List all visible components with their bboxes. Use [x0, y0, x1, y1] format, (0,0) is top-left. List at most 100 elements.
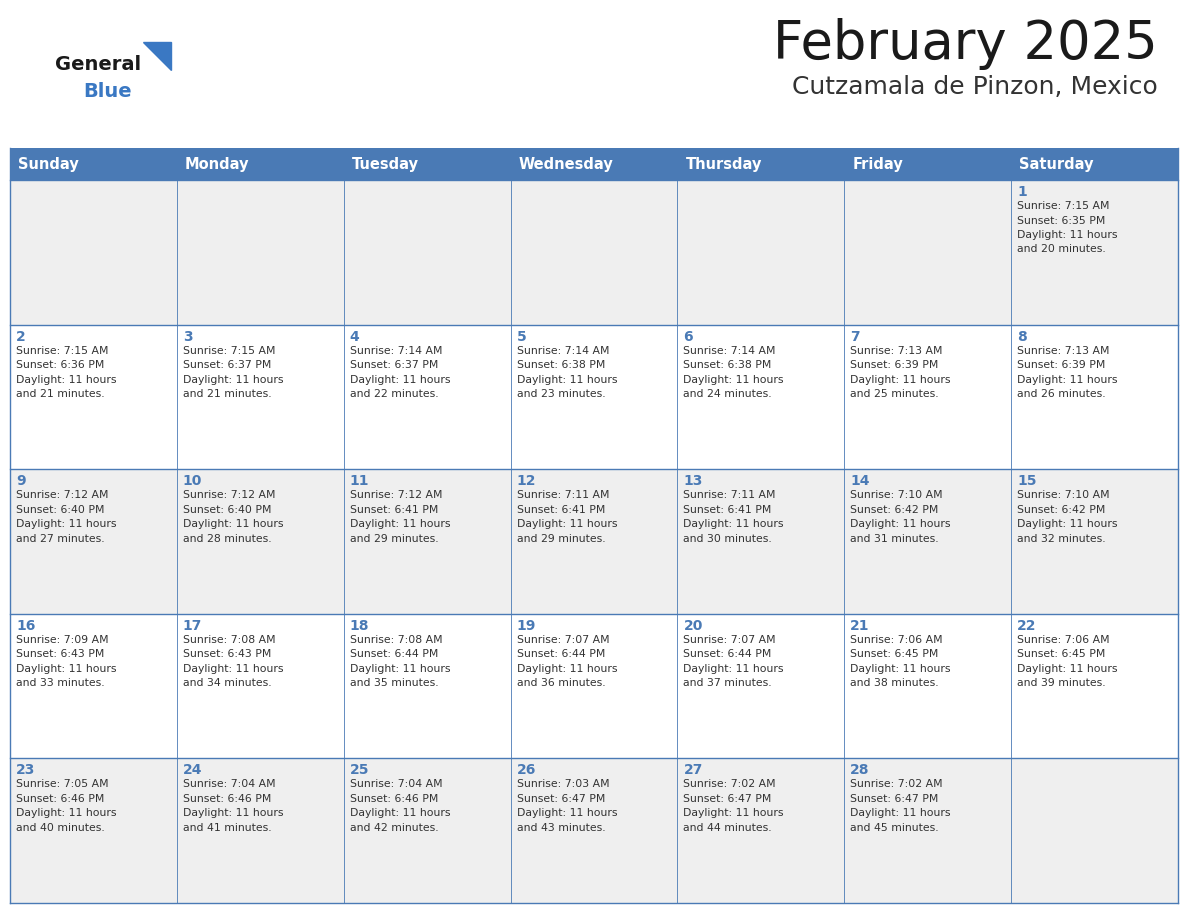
Text: Daylight: 11 hours: Daylight: 11 hours [517, 664, 617, 674]
Text: Daylight: 11 hours: Daylight: 11 hours [1017, 230, 1118, 240]
Text: Daylight: 11 hours: Daylight: 11 hours [15, 809, 116, 819]
Text: Sunrise: 7:15 AM: Sunrise: 7:15 AM [183, 345, 276, 355]
Text: and 32 minutes.: and 32 minutes. [1017, 533, 1106, 543]
Text: Sunset: 6:39 PM: Sunset: 6:39 PM [1017, 360, 1106, 370]
Bar [845, 614, 1011, 758]
Text: Sunrise: 7:02 AM: Sunrise: 7:02 AM [851, 779, 943, 789]
Text: Daylight: 11 hours: Daylight: 11 hours [349, 520, 450, 529]
Text: Sunset: 6:36 PM: Sunset: 6:36 PM [15, 360, 105, 370]
Bar [677, 148, 845, 180]
Text: Sunset: 6:47 PM: Sunset: 6:47 PM [517, 794, 605, 804]
Text: 23: 23 [15, 764, 36, 778]
Text: Tuesday: Tuesday [352, 156, 418, 172]
Bar [845, 180, 1011, 325]
Text: and 38 minutes.: and 38 minutes. [851, 678, 939, 688]
Text: and 21 minutes.: and 21 minutes. [183, 389, 272, 399]
Text: 24: 24 [183, 764, 202, 778]
Bar [845, 758, 1011, 903]
Bar [1011, 325, 1178, 469]
Text: Sunrise: 7:13 AM: Sunrise: 7:13 AM [851, 345, 943, 355]
Bar [343, 325, 511, 469]
Bar [1011, 148, 1178, 180]
Text: Sunrise: 7:14 AM: Sunrise: 7:14 AM [349, 345, 442, 355]
Text: Sunrise: 7:02 AM: Sunrise: 7:02 AM [683, 779, 776, 789]
Bar [177, 758, 343, 903]
Text: and 20 minutes.: and 20 minutes. [1017, 244, 1106, 254]
Text: and 40 minutes.: and 40 minutes. [15, 823, 105, 833]
Text: Sunrise: 7:15 AM: Sunrise: 7:15 AM [1017, 201, 1110, 211]
Text: 1: 1 [1017, 185, 1026, 199]
Text: 7: 7 [851, 330, 860, 343]
Text: Daylight: 11 hours: Daylight: 11 hours [1017, 375, 1118, 385]
Bar [343, 180, 511, 325]
Text: Sunset: 6:41 PM: Sunset: 6:41 PM [349, 505, 438, 515]
Text: 21: 21 [851, 619, 870, 633]
Text: and 31 minutes.: and 31 minutes. [851, 533, 939, 543]
Text: 26: 26 [517, 764, 536, 778]
Text: Daylight: 11 hours: Daylight: 11 hours [183, 809, 284, 819]
Bar [177, 148, 343, 180]
Text: Sunset: 6:44 PM: Sunset: 6:44 PM [349, 649, 438, 659]
Text: Sunrise: 7:11 AM: Sunrise: 7:11 AM [517, 490, 609, 500]
Bar [10, 148, 177, 180]
Text: and 24 minutes.: and 24 minutes. [683, 389, 772, 399]
Text: Sunset: 6:46 PM: Sunset: 6:46 PM [15, 794, 105, 804]
Text: and 41 minutes.: and 41 minutes. [183, 823, 272, 833]
Text: 22: 22 [1017, 619, 1037, 633]
Text: Sunrise: 7:14 AM: Sunrise: 7:14 AM [517, 345, 609, 355]
Text: 14: 14 [851, 475, 870, 488]
Text: Saturday: Saturday [1019, 156, 1094, 172]
Text: 19: 19 [517, 619, 536, 633]
Bar [845, 148, 1011, 180]
Polygon shape [143, 42, 171, 70]
Text: General: General [55, 55, 141, 74]
Text: Sunset: 6:44 PM: Sunset: 6:44 PM [517, 649, 605, 659]
Text: Sunset: 6:38 PM: Sunset: 6:38 PM [517, 360, 605, 370]
Bar [1011, 758, 1178, 903]
Text: Sunset: 6:41 PM: Sunset: 6:41 PM [683, 505, 772, 515]
Text: and 35 minutes.: and 35 minutes. [349, 678, 438, 688]
Text: 6: 6 [683, 330, 693, 343]
Bar [343, 758, 511, 903]
Text: and 42 minutes.: and 42 minutes. [349, 823, 438, 833]
Bar [343, 614, 511, 758]
Text: Daylight: 11 hours: Daylight: 11 hours [683, 664, 784, 674]
Bar [511, 148, 677, 180]
Text: Sunrise: 7:15 AM: Sunrise: 7:15 AM [15, 345, 108, 355]
Text: Sunrise: 7:06 AM: Sunrise: 7:06 AM [851, 635, 943, 644]
Bar [511, 758, 677, 903]
Bar [845, 469, 1011, 614]
Bar [511, 614, 677, 758]
Text: 18: 18 [349, 619, 369, 633]
Bar [10, 325, 177, 469]
Text: Sunrise: 7:11 AM: Sunrise: 7:11 AM [683, 490, 776, 500]
Text: 17: 17 [183, 619, 202, 633]
Bar [343, 469, 511, 614]
Text: 8: 8 [1017, 330, 1026, 343]
Text: Thursday: Thursday [685, 156, 762, 172]
Text: Sunday: Sunday [18, 156, 78, 172]
Bar [677, 469, 845, 614]
Text: and 21 minutes.: and 21 minutes. [15, 389, 105, 399]
Text: 11: 11 [349, 475, 369, 488]
Text: Sunset: 6:39 PM: Sunset: 6:39 PM [851, 360, 939, 370]
Text: Sunrise: 7:07 AM: Sunrise: 7:07 AM [683, 635, 776, 644]
Text: 15: 15 [1017, 475, 1037, 488]
Text: Daylight: 11 hours: Daylight: 11 hours [851, 375, 950, 385]
Text: Sunset: 6:43 PM: Sunset: 6:43 PM [183, 649, 271, 659]
Text: 13: 13 [683, 475, 703, 488]
Bar [677, 758, 845, 903]
Text: and 33 minutes.: and 33 minutes. [15, 678, 105, 688]
Text: Sunrise: 7:10 AM: Sunrise: 7:10 AM [1017, 490, 1110, 500]
Text: Sunset: 6:38 PM: Sunset: 6:38 PM [683, 360, 772, 370]
Text: 25: 25 [349, 764, 369, 778]
Text: Friday: Friday [852, 156, 903, 172]
Text: and 23 minutes.: and 23 minutes. [517, 389, 605, 399]
Bar [177, 325, 343, 469]
Text: Sunrise: 7:14 AM: Sunrise: 7:14 AM [683, 345, 776, 355]
Text: Sunrise: 7:12 AM: Sunrise: 7:12 AM [349, 490, 442, 500]
Text: 12: 12 [517, 475, 536, 488]
Text: Sunrise: 7:08 AM: Sunrise: 7:08 AM [349, 635, 442, 644]
Text: and 30 minutes.: and 30 minutes. [683, 533, 772, 543]
Bar [10, 758, 177, 903]
